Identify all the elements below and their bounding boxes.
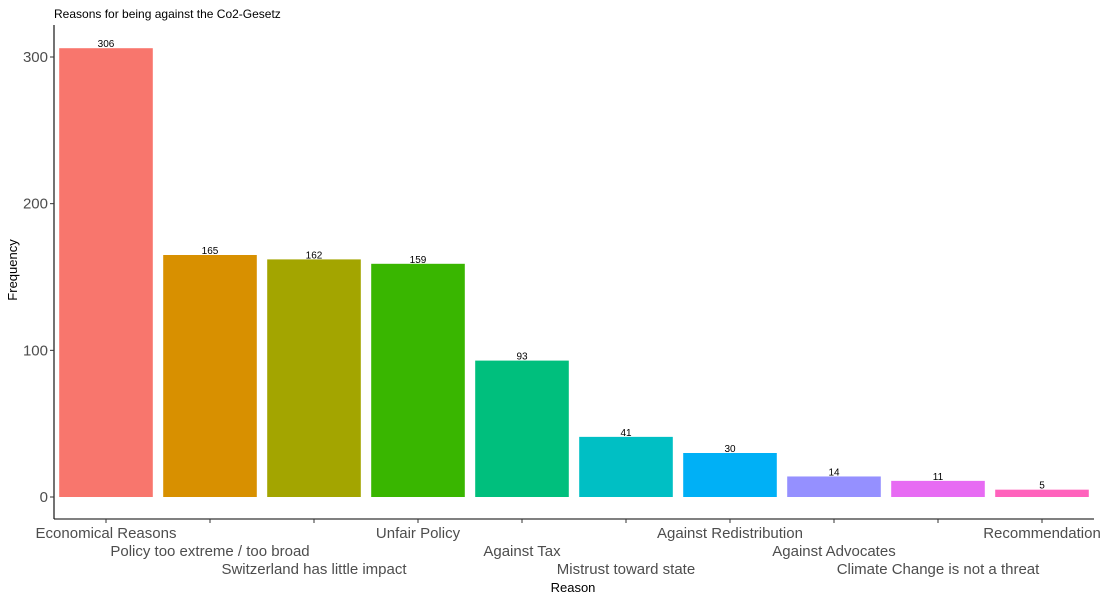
y-axis-title: Frequency (5, 239, 20, 301)
y-tick-label: 200 (23, 196, 48, 213)
bar (59, 48, 153, 497)
bar-value-label: 41 (620, 428, 632, 439)
bar (579, 436, 673, 497)
bar-value-label: 93 (516, 352, 528, 363)
x-tick-label: Climate Change is not a threat (837, 561, 1040, 578)
y-tick-label: 300 (23, 49, 48, 66)
bar (475, 360, 569, 497)
bar-value-label: 11 (933, 472, 944, 483)
x-tick-label: Policy too extreme / too broad (110, 543, 309, 560)
x-tick-label: Recommendation (983, 525, 1100, 542)
x-axis-title: Reason (551, 580, 596, 595)
bar (683, 453, 777, 497)
bar (267, 259, 361, 497)
x-tick-label: Against Advocates (772, 543, 895, 560)
data-labels: 306 165 162 159 93 41 30 14 11 5 (98, 39, 1046, 491)
bar (787, 476, 881, 497)
bar-value-label: 162 (306, 250, 323, 261)
x-tick-label: Switzerland has little impact (221, 561, 407, 578)
bar (371, 263, 465, 497)
x-tick-label: Unfair Policy (376, 525, 461, 542)
bar (163, 255, 257, 497)
bar-value-label: 159 (410, 255, 427, 266)
bar-value-label: 14 (828, 467, 840, 478)
chart-title: Reasons for being against the Co2-Gesetz (54, 7, 281, 21)
bar (995, 489, 1089, 497)
bars (59, 48, 1089, 497)
bar-value-label: 5 (1039, 481, 1045, 492)
x-tick-label: Mistrust toward state (557, 561, 695, 578)
bar-value-label: 165 (202, 246, 219, 257)
y-axis: 0 100 200 300 (23, 25, 55, 519)
y-tick-label: 0 (40, 489, 48, 506)
x-tick-label: Against Redistribution (657, 525, 803, 542)
y-tick-label: 100 (23, 342, 48, 359)
x-tick-label: Against Tax (483, 543, 561, 560)
bar (891, 480, 985, 497)
bar-value-label: 306 (98, 39, 115, 50)
bar-value-label: 30 (724, 444, 736, 455)
x-tick-label: Economical Reasons (36, 525, 177, 542)
